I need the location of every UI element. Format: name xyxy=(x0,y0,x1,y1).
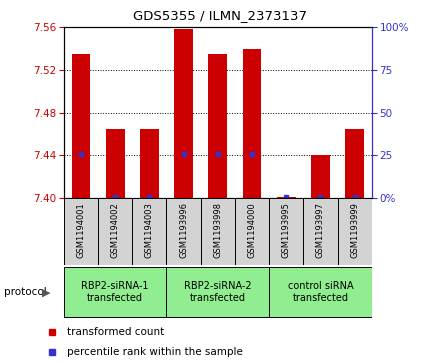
FancyBboxPatch shape xyxy=(98,198,132,265)
Bar xyxy=(106,129,125,198)
Bar xyxy=(277,197,296,198)
Bar xyxy=(140,129,159,198)
Bar xyxy=(311,155,330,198)
Text: GSM1193995: GSM1193995 xyxy=(282,202,291,258)
Text: GSM1194001: GSM1194001 xyxy=(77,202,85,258)
Text: GSM1193997: GSM1193997 xyxy=(316,202,325,258)
Text: GDS5355 / ILMN_2373137: GDS5355 / ILMN_2373137 xyxy=(133,9,307,22)
Text: percentile rank within the sample: percentile rank within the sample xyxy=(67,347,243,357)
FancyBboxPatch shape xyxy=(166,198,201,265)
Text: protocol: protocol xyxy=(4,287,47,297)
Bar xyxy=(242,49,261,198)
FancyBboxPatch shape xyxy=(235,198,269,265)
FancyBboxPatch shape xyxy=(132,198,166,265)
Text: RBP2-siRNA-2
transfected: RBP2-siRNA-2 transfected xyxy=(184,281,252,303)
FancyBboxPatch shape xyxy=(166,267,269,317)
Text: GSM1193996: GSM1193996 xyxy=(179,202,188,258)
Text: GSM1193999: GSM1193999 xyxy=(350,202,359,258)
Text: GSM1194003: GSM1194003 xyxy=(145,202,154,258)
Text: control siRNA
transfected: control siRNA transfected xyxy=(288,281,353,303)
FancyBboxPatch shape xyxy=(269,198,303,265)
FancyBboxPatch shape xyxy=(269,267,372,317)
FancyBboxPatch shape xyxy=(337,198,372,265)
Text: ▶: ▶ xyxy=(42,287,50,297)
FancyBboxPatch shape xyxy=(64,198,98,265)
Text: RBP2-siRNA-1
transfected: RBP2-siRNA-1 transfected xyxy=(81,281,149,303)
FancyBboxPatch shape xyxy=(201,198,235,265)
Text: transformed count: transformed count xyxy=(67,327,165,337)
Text: GSM1194002: GSM1194002 xyxy=(110,202,120,258)
Bar xyxy=(209,54,227,198)
Bar xyxy=(345,129,364,198)
Bar xyxy=(174,29,193,198)
Text: GSM1193998: GSM1193998 xyxy=(213,202,222,258)
Text: GSM1194000: GSM1194000 xyxy=(248,202,257,258)
FancyBboxPatch shape xyxy=(303,198,337,265)
FancyBboxPatch shape xyxy=(64,267,166,317)
Bar xyxy=(71,54,90,198)
